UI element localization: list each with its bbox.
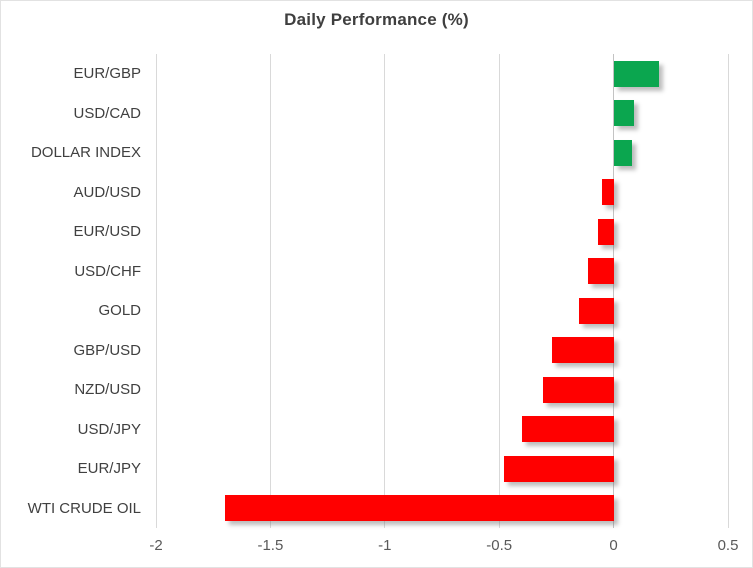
bar-dollar-index: [613, 139, 632, 166]
category-label-dollar-index: DOLLAR INDEX: [30, 144, 141, 161]
category-label-nzd-usd: NZD/USD: [74, 381, 141, 398]
gridline-x-0.5: [727, 54, 729, 528]
bar-eur-gbp: [613, 60, 660, 87]
bar-wti-crude-oil: [224, 495, 614, 522]
category-label-usd-chf: USD/CHF: [74, 262, 141, 280]
bar-usd-chf: [588, 258, 614, 285]
category-label-eur-gbp: EUR/GBP: [73, 65, 141, 82]
category-axis: EUR/GBP USD/CAD DOLLAR INDEX AUD/USD EUR/USD…: [1, 54, 141, 528]
category-label-gold: GOLD: [98, 302, 141, 319]
plot-area: [155, 54, 729, 528]
x-tick-label-0.5: 0.5: [717, 537, 739, 554]
category-label-wti-crude-oil: WTI CRUDE OIL: [27, 499, 141, 517]
zero-axis-line: [613, 54, 615, 528]
x-tick-label-1: -1: [378, 537, 392, 554]
category-label-eur-jpy: EUR/JPY: [77, 460, 141, 477]
bar-aud-usd: [602, 179, 614, 206]
x-tick-label-0: 0: [609, 537, 618, 554]
bar-gold: [579, 297, 614, 324]
category-label-aud-usd: AUD/USD: [73, 183, 141, 201]
gridline-x-2: [155, 54, 157, 528]
category-label-eur-usd: EUR/USD: [73, 223, 141, 240]
chart-title: Daily Performance (%): [284, 10, 469, 29]
gridline-x-1: [384, 54, 386, 528]
category-label-usd-jpy: USD/JPY: [77, 420, 141, 438]
gridline-x-0.5: [498, 54, 500, 528]
bar-eur-jpy: [503, 455, 614, 482]
category-label-usd-cad: USD/CAD: [73, 104, 141, 122]
category-label-gbp-usd: GBP/USD: [73, 341, 141, 359]
gridline-x-1.5: [269, 54, 271, 528]
x-tick-label-0.5: -0.5: [486, 537, 513, 554]
bar-gbp-usd: [551, 337, 614, 364]
x-axis: -2 -1.5 -1 -0.5 0 0.5: [149, 537, 738, 559]
x-tick-label-1.5: -1.5: [257, 537, 284, 554]
bar-usd-jpy: [522, 416, 614, 443]
bar-usd-cad: [613, 100, 635, 127]
x-tick-label-2: -2: [149, 537, 163, 554]
bar-eur-usd: [597, 218, 614, 245]
bar-nzd-usd: [542, 376, 614, 403]
